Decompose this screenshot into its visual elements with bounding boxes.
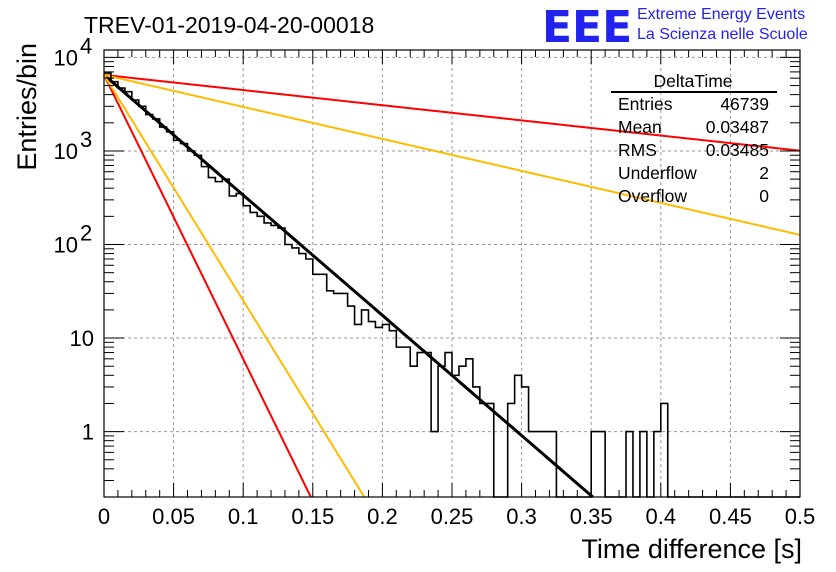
stats-value-rms: 0.03485 [706,140,769,160]
fit-curve [103,73,594,499]
x-tick-label: 0.25 [431,504,474,529]
x-tick-label: 0.45 [709,504,752,529]
limit-curve [103,73,801,236]
logo-line-1: Extreme Energy Events [637,6,805,23]
y-tick-label: 10 [54,45,78,70]
stats-value-overflow: 0 [759,186,769,206]
y-tick-exponent: 3 [80,127,92,152]
y-tick-exponent: 4 [80,33,92,58]
y-tick-label: 10 [54,139,78,164]
histogram [104,72,800,498]
stats-title: DeltaTime [653,71,732,91]
stats-label-overflow: Overflow [618,186,687,206]
logo-mark: EEE [542,2,632,53]
x-tick-label: 0.35 [570,504,613,529]
histogram-steps [104,72,800,498]
curves [103,73,801,499]
y-tick-label: 10 [70,326,94,351]
stats-label-entries: Entries [618,94,673,114]
x-tick-label: 0 [98,504,110,529]
x-tick-label: 0.05 [152,504,195,529]
chart-title: TREV-01-2019-04-20-00018 [84,12,374,38]
stats-box: DeltaTime Entries 46739 Mean 0.03487 RMS… [611,71,777,206]
y-tick-label: 10 [54,233,78,258]
x-tick-label: 0.1 [228,504,259,529]
stats-label-rms: RMS [618,140,657,160]
stats-value-underflow: 2 [759,163,769,183]
x-axis-title: Time difference [s] [581,534,802,564]
stats-value-entries: 46739 [720,94,769,114]
stats-label-mean: Mean [618,117,662,137]
limit-curve [103,73,801,152]
logo-line-2: La Scienza nelle Scuole [637,26,808,43]
x-tick-label: 0.15 [291,504,334,529]
x-tick-label: 0.5 [785,504,816,529]
limit-curve [103,74,366,498]
y-axis-title: Entries/bin [12,43,42,171]
stats-value-mean: 0.03487 [706,117,769,137]
axis-ticks [103,50,801,498]
eee-logo: EEE Extreme Energy Events La Scienza nel… [542,2,808,53]
limit-curve [103,74,312,498]
x-tick-labels: 0 0.05 0.1 0.15 0.2 0.25 0.3 0.35 0.4 0.45 0.5 [98,504,815,529]
x-tick-label: 0.4 [646,504,677,529]
stats-label-underflow: Underflow [618,163,697,183]
y-tick-label: 1 [82,420,94,445]
x-tick-label: 0.3 [506,504,537,529]
x-tick-label: 0.2 [367,504,398,529]
y-tick-exponent: 2 [80,221,92,246]
